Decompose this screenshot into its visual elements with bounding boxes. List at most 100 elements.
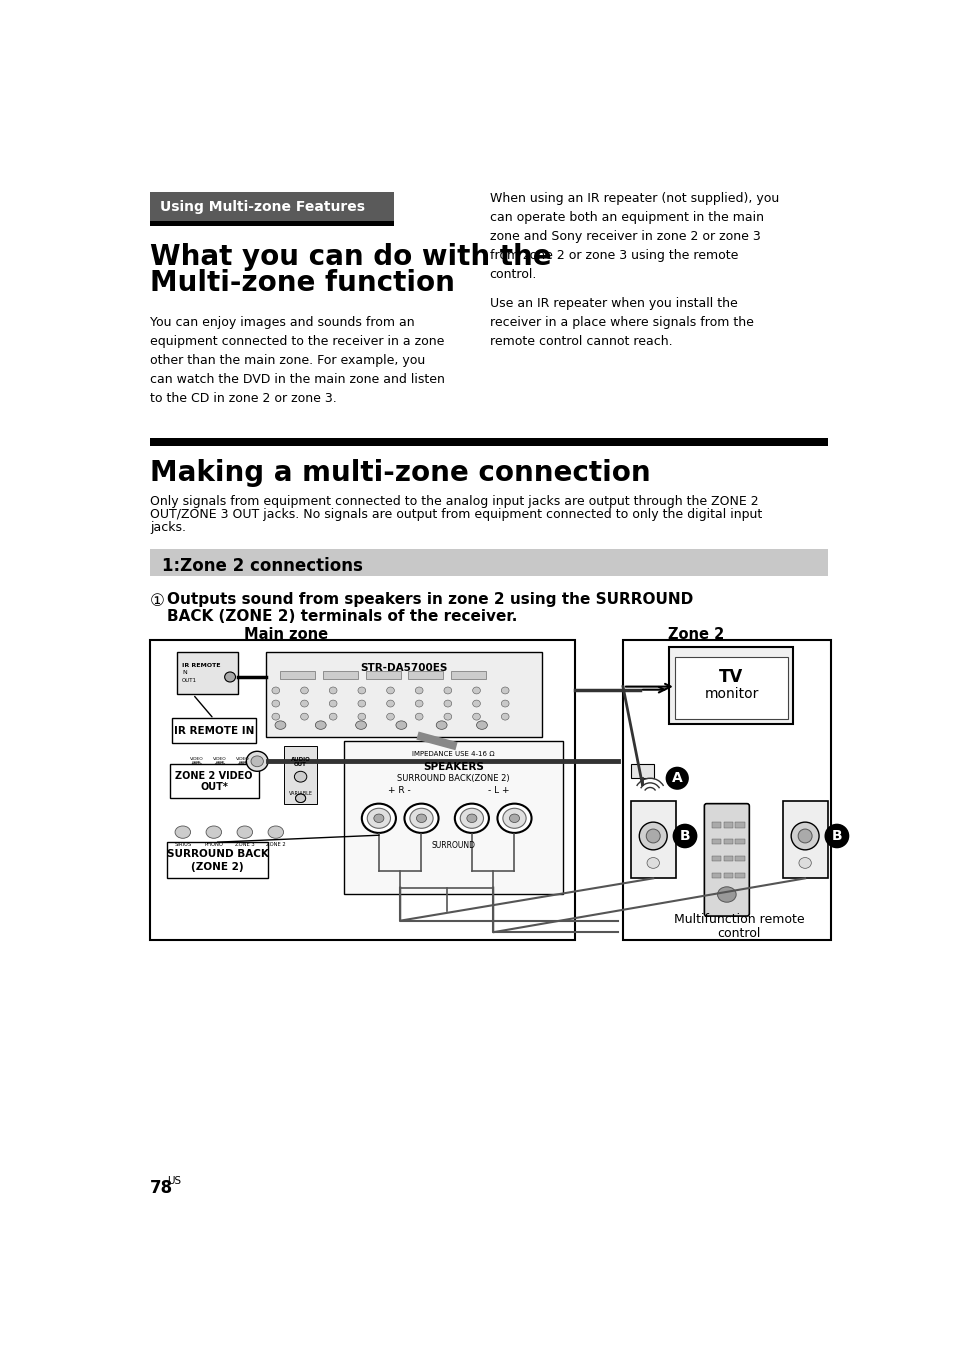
- Circle shape: [665, 767, 688, 790]
- Text: ①: ①: [150, 592, 165, 610]
- Text: Zone 2: Zone 2: [668, 627, 724, 642]
- Ellipse shape: [410, 808, 433, 829]
- Ellipse shape: [500, 713, 509, 721]
- Text: When using an IR repeater (not supplied), you
can operate both an equipment in t: When using an IR repeater (not supplied)…: [489, 192, 779, 280]
- Ellipse shape: [300, 687, 308, 694]
- Bar: [365, 671, 400, 679]
- Text: SIRIUS: SIRIUS: [174, 842, 192, 848]
- Text: BACK (ZONE 2) terminals of the receiver.: BACK (ZONE 2) terminals of the receiver.: [167, 608, 517, 623]
- Bar: [630, 802, 675, 879]
- Bar: [735, 840, 744, 845]
- Ellipse shape: [455, 803, 488, 833]
- Ellipse shape: [443, 700, 452, 707]
- Ellipse shape: [300, 713, 308, 721]
- Bar: [266, 652, 541, 737]
- Ellipse shape: [295, 794, 305, 803]
- Ellipse shape: [386, 700, 394, 707]
- Text: VIDEO
OUT: VIDEO OUT: [190, 757, 203, 765]
- Bar: [622, 639, 830, 940]
- Bar: [323, 671, 357, 679]
- Bar: [723, 840, 732, 845]
- Bar: [451, 671, 485, 679]
- Ellipse shape: [436, 721, 447, 729]
- Text: Outputs sound from speakers in zone 2 using the SURROUND: Outputs sound from speakers in zone 2 us…: [167, 592, 693, 607]
- Text: OUT/ZONE 3 OUT jacks. No signals are output from equipment connected to only the: OUT/ZONE 3 OUT jacks. No signals are out…: [150, 508, 761, 521]
- Ellipse shape: [443, 713, 452, 721]
- Text: 78: 78: [150, 1179, 173, 1197]
- Ellipse shape: [191, 763, 203, 773]
- Text: Main zone: Main zone: [244, 627, 328, 642]
- Ellipse shape: [246, 752, 268, 771]
- Text: SURROUND BACK(ZONE 2): SURROUND BACK(ZONE 2): [396, 773, 509, 783]
- Bar: [735, 856, 744, 861]
- Ellipse shape: [500, 687, 509, 694]
- Bar: [723, 873, 732, 879]
- Text: SURROUND: SURROUND: [431, 841, 475, 850]
- Ellipse shape: [497, 803, 531, 833]
- Text: VARIABLE: VARIABLE: [289, 791, 313, 795]
- Text: STR-DA5700ES: STR-DA5700ES: [360, 662, 447, 673]
- Ellipse shape: [274, 721, 286, 729]
- Bar: [723, 822, 732, 827]
- Ellipse shape: [295, 794, 305, 803]
- Ellipse shape: [236, 826, 253, 838]
- Text: SURROUND BACK: SURROUND BACK: [167, 849, 269, 860]
- Ellipse shape: [404, 803, 438, 833]
- Text: SPEAKERS: SPEAKERS: [422, 763, 483, 772]
- Text: jacks.: jacks.: [150, 521, 186, 534]
- Ellipse shape: [357, 713, 365, 721]
- Text: (ZONE 2): (ZONE 2): [192, 861, 244, 872]
- Ellipse shape: [790, 822, 819, 850]
- Text: You can enjoy images and sounds from an
equipment connected to the receiver in a: You can enjoy images and sounds from an …: [150, 316, 445, 406]
- Bar: [669, 648, 793, 725]
- Ellipse shape: [329, 700, 336, 707]
- Bar: [170, 764, 258, 798]
- Ellipse shape: [329, 713, 336, 721]
- Text: TV: TV: [719, 668, 742, 685]
- FancyBboxPatch shape: [703, 803, 748, 917]
- Ellipse shape: [300, 700, 308, 707]
- Ellipse shape: [386, 687, 394, 694]
- Ellipse shape: [717, 887, 736, 902]
- Ellipse shape: [224, 672, 235, 681]
- Circle shape: [672, 823, 697, 848]
- Bar: [711, 840, 720, 845]
- Ellipse shape: [415, 713, 422, 721]
- Bar: [408, 671, 443, 679]
- Bar: [150, 220, 394, 226]
- Ellipse shape: [374, 814, 383, 822]
- Bar: [284, 746, 316, 803]
- Text: Multi-zone function: Multi-zone function: [150, 269, 455, 296]
- Ellipse shape: [395, 721, 406, 729]
- Text: Only signals from equipment connected to the analog input jacks are output throu: Only signals from equipment connected to…: [150, 495, 758, 508]
- Ellipse shape: [415, 687, 422, 694]
- Ellipse shape: [500, 700, 509, 707]
- Ellipse shape: [509, 814, 519, 822]
- Ellipse shape: [236, 763, 249, 773]
- Ellipse shape: [416, 814, 426, 822]
- Ellipse shape: [646, 857, 659, 868]
- Text: What you can do with the: What you can do with the: [150, 243, 551, 272]
- Bar: [172, 718, 255, 742]
- Circle shape: [823, 823, 848, 848]
- Text: 1:Zone 2 connections: 1:Zone 2 connections: [162, 557, 362, 575]
- Bar: [630, 764, 654, 779]
- Text: PHONO: PHONO: [204, 842, 223, 848]
- Ellipse shape: [251, 756, 263, 767]
- Text: N: N: [182, 671, 187, 676]
- Ellipse shape: [639, 822, 666, 850]
- Bar: [735, 873, 744, 879]
- Bar: [280, 671, 315, 679]
- Ellipse shape: [386, 713, 394, 721]
- Ellipse shape: [272, 713, 279, 721]
- Text: + R -: + R -: [388, 786, 411, 795]
- Bar: [177, 652, 237, 695]
- Ellipse shape: [357, 700, 365, 707]
- Ellipse shape: [357, 687, 365, 694]
- Text: OUT1: OUT1: [182, 679, 197, 683]
- Ellipse shape: [268, 826, 283, 838]
- Text: monitor: monitor: [703, 687, 758, 700]
- Text: ZONE 3: ZONE 3: [234, 842, 254, 848]
- Bar: [150, 192, 394, 220]
- Text: Multifunction remote: Multifunction remote: [673, 913, 803, 926]
